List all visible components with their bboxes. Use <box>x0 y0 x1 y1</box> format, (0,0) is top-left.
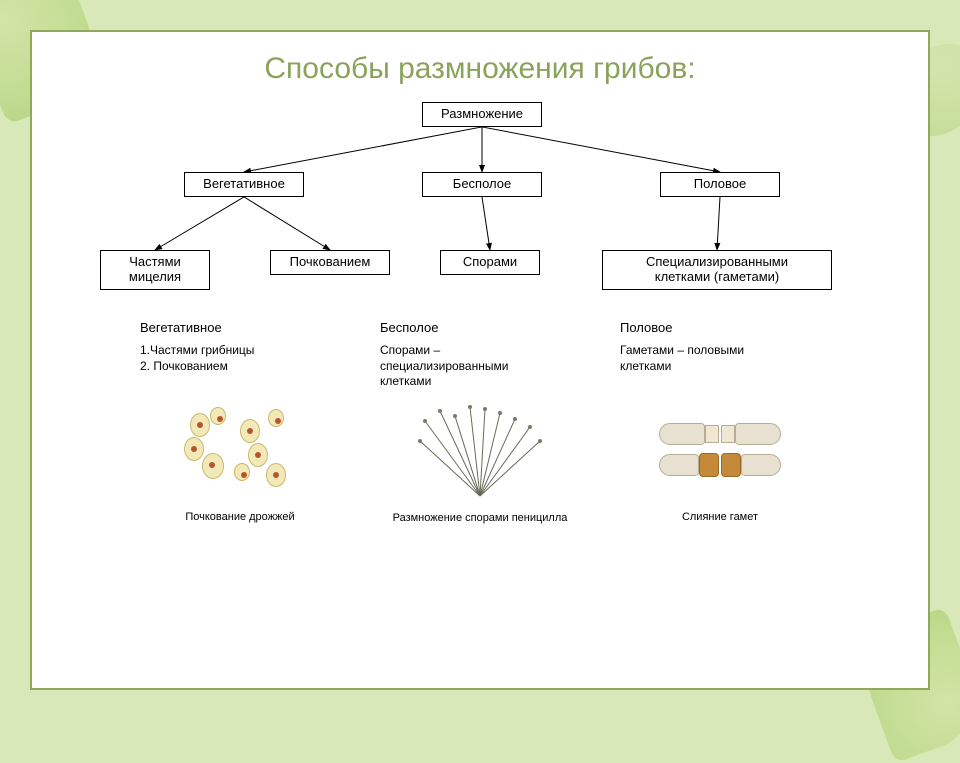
col-caption: Размножение спорами пеницилла <box>380 512 580 524</box>
col-desc: Гаметами – половыми клетками <box>620 343 820 389</box>
tree-node-spores: Спорами <box>440 250 540 275</box>
tree-node-veg: Вегетативное <box>184 172 304 197</box>
example-col-vegetative: Вегетативное 1.Частями грибницы 2. Почко… <box>140 320 340 524</box>
gametes-illustration <box>620 395 820 505</box>
slide-title: Способы размножения грибов: <box>62 52 898 86</box>
spores-illustration <box>380 396 580 506</box>
tree-node-root: Размножение <box>422 102 542 127</box>
slide-canvas: Способы размножения грибов: Размножение В… <box>30 30 930 690</box>
example-col-asexual: Бесполое Спорами – специализированными к… <box>380 320 580 524</box>
col-desc: Спорами – специализированными клетками <box>380 343 580 390</box>
tree-node-sex: Половое <box>660 172 780 197</box>
yeast-illustration <box>140 395 340 505</box>
tree-node-asex: Бесполое <box>422 172 542 197</box>
tree-node-gametes: Специализированнымиклетками (гаметами) <box>602 250 832 290</box>
tree-node-mycelium: Частямимицелия <box>100 250 210 290</box>
col-caption: Слияние гамет <box>620 511 820 523</box>
col-desc: 1.Частями грибницы 2. Почкованием <box>140 343 340 389</box>
col-heading: Вегетативное <box>140 320 340 335</box>
tree-node-budding: Почкованием <box>270 250 390 275</box>
hierarchy-diagram: Размножение Вегетативное Бесполое Половое Ча… <box>62 102 898 312</box>
col-heading: Бесполое <box>380 320 580 335</box>
examples-row: Вегетативное 1.Частями грибницы 2. Почко… <box>62 320 898 524</box>
example-col-sexual: Половое Гаметами – половыми клетками <box>620 320 820 524</box>
col-caption: Почкование дрожжей <box>140 511 340 523</box>
col-heading: Половое <box>620 320 820 335</box>
